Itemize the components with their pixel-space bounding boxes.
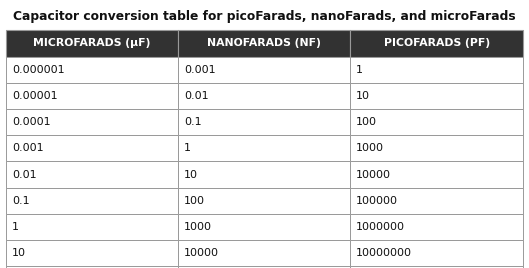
Text: 1000: 1000 xyxy=(184,222,212,232)
Bar xyxy=(6,161,178,188)
Bar xyxy=(6,266,178,268)
Text: 10000: 10000 xyxy=(184,248,219,258)
Bar xyxy=(178,135,350,161)
Bar xyxy=(6,135,178,161)
Text: 0.001: 0.001 xyxy=(184,65,216,75)
Bar xyxy=(6,240,178,266)
Text: 0.0001: 0.0001 xyxy=(12,117,51,127)
Bar xyxy=(178,83,350,109)
Text: 10: 10 xyxy=(357,91,370,101)
Text: 10000000: 10000000 xyxy=(357,248,412,258)
Bar xyxy=(178,188,350,214)
Bar xyxy=(178,240,350,266)
Text: 1000000: 1000000 xyxy=(357,222,405,232)
Text: 1: 1 xyxy=(184,143,191,153)
Bar xyxy=(350,83,523,109)
Text: MICROFARADS (μF): MICROFARADS (μF) xyxy=(33,38,151,48)
Bar xyxy=(350,240,523,266)
Text: 0.1: 0.1 xyxy=(184,117,202,127)
Text: 0.00001: 0.00001 xyxy=(12,91,58,101)
Text: 0.000001: 0.000001 xyxy=(12,65,65,75)
Text: 0.1: 0.1 xyxy=(12,196,30,206)
Text: 1: 1 xyxy=(12,222,19,232)
Text: 0.001: 0.001 xyxy=(12,143,43,153)
Bar xyxy=(6,30,178,57)
Bar xyxy=(178,57,350,83)
Text: 100: 100 xyxy=(184,196,205,206)
Text: 1: 1 xyxy=(357,65,363,75)
Text: 0.01: 0.01 xyxy=(12,169,37,180)
Text: 100: 100 xyxy=(357,117,377,127)
Bar xyxy=(350,214,523,240)
Bar xyxy=(350,135,523,161)
Text: Capacitor conversion table for picoFarads, nanoFarads, and microFarads: Capacitor conversion table for picoFarad… xyxy=(13,10,516,23)
Text: 10: 10 xyxy=(184,169,198,180)
Bar xyxy=(350,188,523,214)
Text: NANOFARADS (NF): NANOFARADS (NF) xyxy=(207,38,321,48)
Bar xyxy=(350,30,523,57)
Bar xyxy=(350,161,523,188)
Bar xyxy=(178,214,350,240)
Bar xyxy=(178,109,350,135)
Text: 1000: 1000 xyxy=(357,143,385,153)
Text: 10000: 10000 xyxy=(357,169,391,180)
Bar xyxy=(350,266,523,268)
Bar xyxy=(6,188,178,214)
Bar xyxy=(6,83,178,109)
Bar xyxy=(6,57,178,83)
Bar xyxy=(6,109,178,135)
Text: 0.01: 0.01 xyxy=(184,91,209,101)
Bar xyxy=(350,109,523,135)
Bar xyxy=(178,30,350,57)
Bar xyxy=(6,214,178,240)
Bar xyxy=(350,57,523,83)
Bar xyxy=(178,161,350,188)
Bar xyxy=(178,266,350,268)
Text: PICOFARADS (PF): PICOFARADS (PF) xyxy=(384,38,490,48)
Text: 10: 10 xyxy=(12,248,26,258)
Text: 100000: 100000 xyxy=(357,196,398,206)
